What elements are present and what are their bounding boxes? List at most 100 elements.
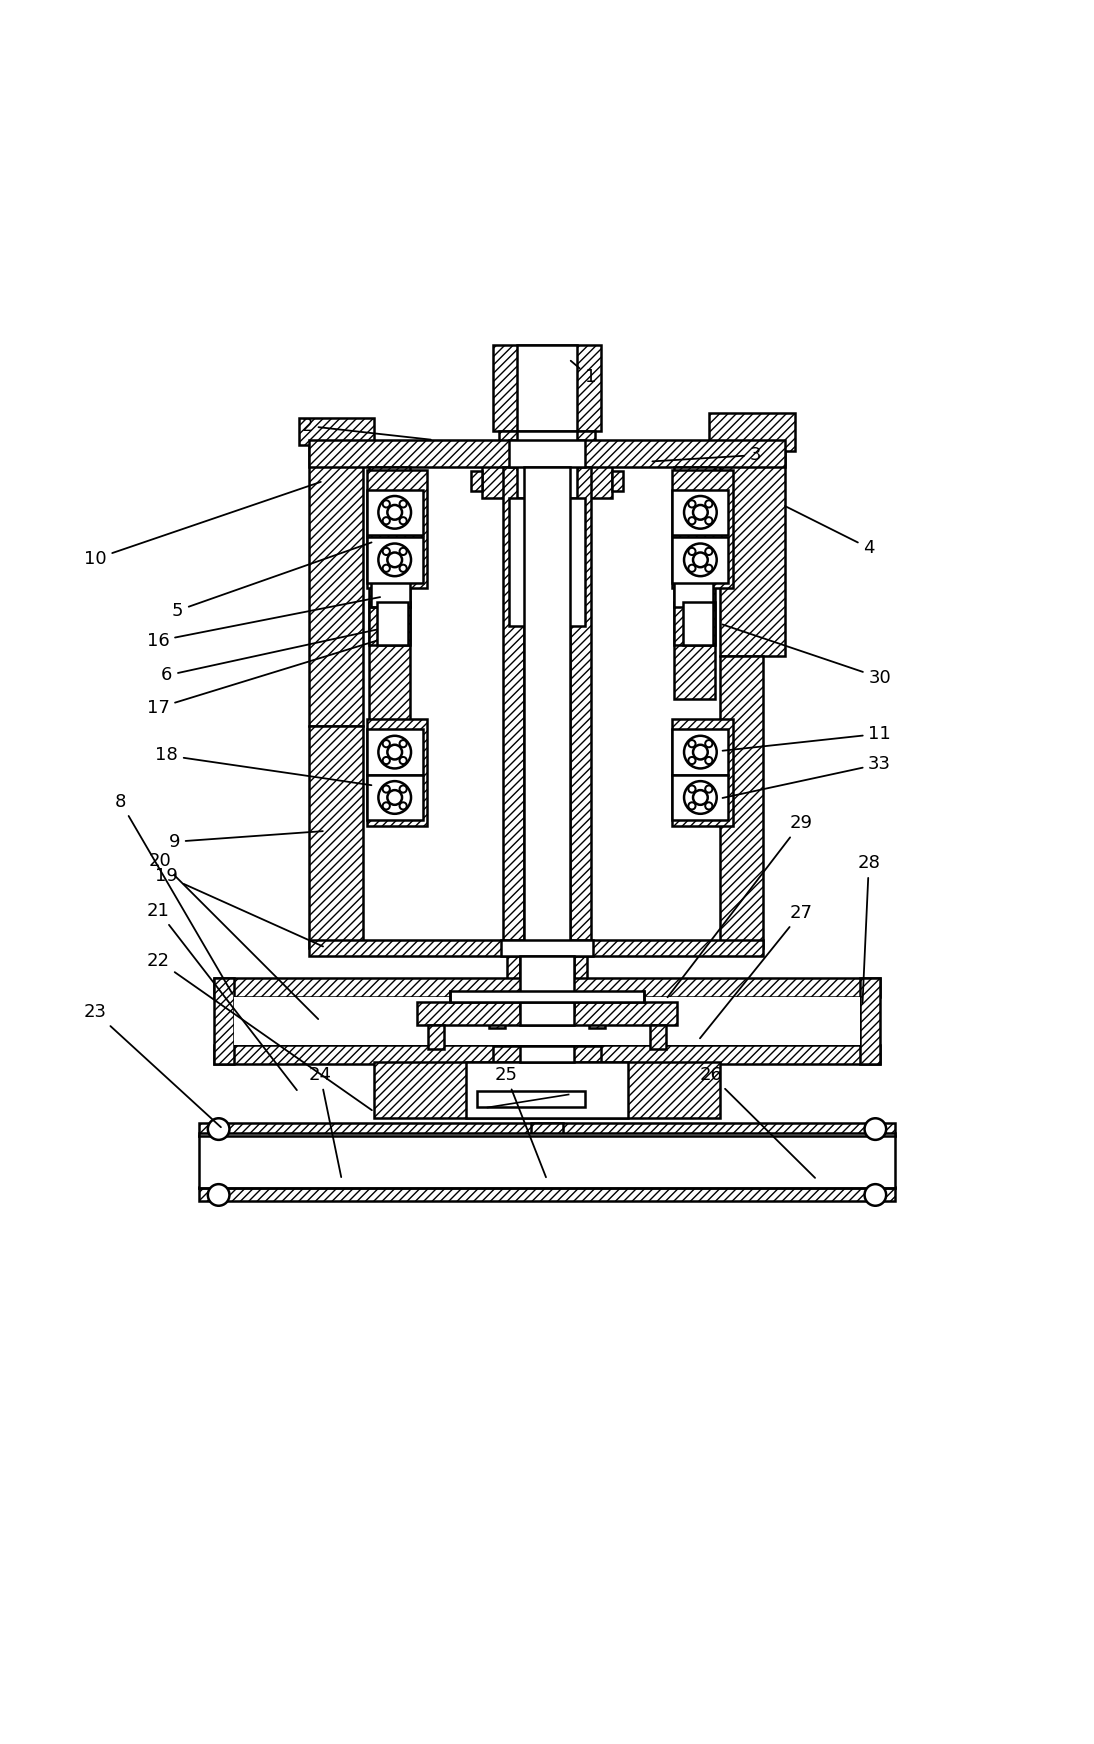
- Bar: [507, 956, 520, 1013]
- Text: 16: 16: [147, 596, 380, 651]
- Bar: [234, 998, 860, 1045]
- Circle shape: [706, 802, 712, 809]
- Text: 33: 33: [722, 755, 892, 799]
- Bar: [520, 1046, 574, 1062]
- Circle shape: [383, 518, 389, 525]
- Text: 22: 22: [147, 952, 372, 1111]
- Bar: [310, 726, 363, 947]
- Circle shape: [688, 501, 696, 508]
- Bar: [503, 467, 524, 947]
- Text: 24: 24: [309, 1066, 341, 1177]
- Circle shape: [399, 757, 407, 764]
- Circle shape: [864, 1118, 886, 1141]
- Circle shape: [383, 802, 389, 809]
- Circle shape: [387, 790, 403, 804]
- Circle shape: [693, 790, 708, 804]
- Bar: [482, 464, 612, 499]
- Bar: [214, 978, 234, 1064]
- Bar: [428, 1025, 444, 1050]
- Bar: [214, 1045, 880, 1064]
- Bar: [673, 774, 729, 820]
- Bar: [369, 602, 410, 645]
- Circle shape: [383, 565, 389, 572]
- Bar: [520, 1001, 574, 1025]
- Bar: [675, 602, 715, 645]
- Bar: [509, 439, 585, 467]
- Bar: [501, 940, 593, 956]
- Bar: [509, 499, 585, 626]
- Bar: [517, 464, 577, 499]
- Bar: [675, 577, 713, 607]
- Bar: [673, 537, 729, 582]
- Text: 21: 21: [147, 902, 296, 1090]
- Circle shape: [383, 501, 389, 508]
- Circle shape: [688, 565, 696, 572]
- Circle shape: [399, 501, 407, 508]
- Bar: [590, 998, 605, 1027]
- Bar: [477, 1092, 585, 1107]
- Bar: [673, 490, 729, 535]
- Text: 11: 11: [722, 726, 891, 750]
- Bar: [199, 1123, 895, 1135]
- Bar: [675, 467, 715, 699]
- Circle shape: [399, 802, 407, 809]
- Text: 1: 1: [571, 361, 596, 387]
- Circle shape: [688, 739, 696, 746]
- Bar: [366, 490, 422, 535]
- Circle shape: [706, 739, 712, 746]
- Bar: [310, 439, 363, 726]
- Bar: [371, 577, 410, 607]
- Bar: [366, 471, 427, 588]
- Text: 19: 19: [155, 867, 323, 947]
- Circle shape: [864, 1184, 886, 1205]
- Circle shape: [399, 785, 407, 792]
- Text: 2: 2: [302, 417, 431, 439]
- Bar: [574, 956, 587, 1013]
- Bar: [466, 1062, 628, 1118]
- Bar: [374, 1062, 720, 1118]
- Circle shape: [387, 553, 403, 567]
- Text: 6: 6: [161, 630, 376, 684]
- Circle shape: [688, 785, 696, 792]
- Circle shape: [706, 501, 712, 508]
- Text: 9: 9: [168, 832, 323, 851]
- Bar: [860, 978, 880, 1064]
- Bar: [366, 719, 427, 825]
- Circle shape: [688, 548, 696, 555]
- Bar: [493, 1046, 601, 1062]
- Bar: [520, 956, 574, 1013]
- Text: 30: 30: [722, 624, 891, 687]
- Bar: [418, 1001, 676, 1025]
- Circle shape: [383, 757, 389, 764]
- Circle shape: [383, 785, 389, 792]
- Circle shape: [706, 785, 712, 792]
- Bar: [366, 729, 422, 774]
- Circle shape: [693, 745, 708, 759]
- Circle shape: [693, 553, 708, 567]
- Bar: [709, 413, 795, 450]
- Circle shape: [399, 565, 407, 572]
- Circle shape: [383, 739, 389, 746]
- Bar: [214, 978, 880, 998]
- Text: 26: 26: [700, 1066, 815, 1177]
- Bar: [493, 345, 601, 431]
- Bar: [517, 345, 577, 431]
- Bar: [517, 431, 577, 469]
- Bar: [612, 471, 622, 490]
- Text: 4: 4: [785, 506, 874, 556]
- Bar: [299, 419, 374, 445]
- Circle shape: [399, 739, 407, 746]
- Text: 28: 28: [858, 855, 881, 1003]
- Bar: [366, 774, 422, 820]
- Text: 3: 3: [652, 446, 761, 464]
- Circle shape: [706, 548, 712, 555]
- Circle shape: [706, 518, 712, 525]
- Circle shape: [688, 802, 696, 809]
- Circle shape: [688, 518, 696, 525]
- Bar: [489, 998, 504, 1027]
- Text: 8: 8: [115, 794, 232, 994]
- Bar: [472, 471, 482, 490]
- Text: 10: 10: [84, 481, 321, 569]
- Bar: [450, 991, 644, 1001]
- Bar: [673, 719, 733, 825]
